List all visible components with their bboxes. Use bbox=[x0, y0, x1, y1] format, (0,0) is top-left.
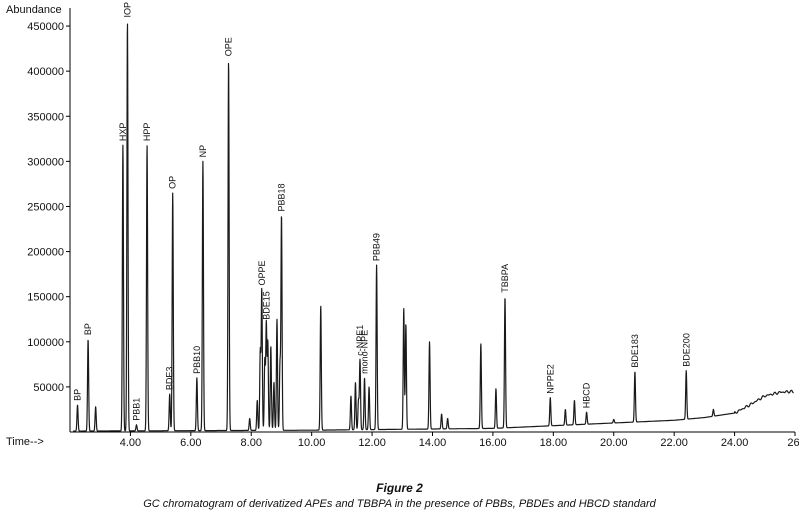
y-tick-label: 100000 bbox=[27, 337, 64, 349]
x-tick-label: 14.00 bbox=[419, 437, 447, 449]
y-tick-label: 350000 bbox=[27, 111, 64, 123]
x-tick-label: 10.00 bbox=[298, 437, 326, 449]
figure-caption-title: Figure 2 bbox=[376, 481, 423, 495]
x-tick-label: 20.00 bbox=[600, 437, 628, 449]
y-tick-label: 200000 bbox=[27, 247, 64, 259]
x-tick-label: 24.00 bbox=[721, 437, 749, 449]
peak-label: NP bbox=[198, 145, 208, 158]
y-tick-label: 300000 bbox=[27, 156, 64, 168]
peak-label: BDE200 bbox=[681, 333, 691, 367]
x-tick-label: 12.00 bbox=[358, 437, 386, 449]
peak-label: PBB10 bbox=[192, 346, 202, 374]
y-tick-label: 150000 bbox=[27, 292, 64, 304]
x-tick-label: 16.00 bbox=[479, 437, 507, 449]
peak-label: BDE15 bbox=[261, 291, 271, 320]
peak-label: c-NPE1 bbox=[355, 325, 365, 356]
peak-label: BDE183 bbox=[630, 334, 640, 368]
y-tick-label: 50000 bbox=[33, 382, 64, 394]
y-axis-ticks: 50000 100000 150000 200000 250000 300000 35000… bbox=[27, 21, 70, 394]
peak-label: HXP bbox=[118, 123, 128, 142]
peak-label: OPE bbox=[224, 37, 234, 56]
peak-label: PBB1 bbox=[132, 398, 142, 421]
figure-caption-text: GC chromatogram of derivatized APEs and … bbox=[143, 498, 656, 510]
x-tick-label: 22.00 bbox=[660, 437, 688, 449]
peak-label: HBCD bbox=[582, 382, 592, 408]
y-tick-label: 400000 bbox=[27, 66, 64, 78]
peak-label: OP bbox=[168, 176, 178, 189]
peak-label: BP bbox=[73, 389, 83, 401]
peak-label: TBBPA bbox=[500, 264, 510, 293]
y-tick-label: 450000 bbox=[27, 21, 64, 33]
chromatogram-trace bbox=[72, 23, 794, 432]
peak-label: BDE3 bbox=[165, 367, 175, 391]
x-axis-title: Time--> bbox=[6, 436, 44, 448]
x-tick-label: 6.00 bbox=[180, 437, 201, 449]
x-tick-label: 8.00 bbox=[241, 437, 262, 449]
peak-labels: BP BP HXP IOP PBB1 HPP BDE3 OP PBB10 NP OPE OPPE BDE… bbox=[73, 2, 692, 421]
peak-label: PBB18 bbox=[277, 183, 287, 211]
peak-label: BP bbox=[83, 323, 93, 335]
peak-label: IOP bbox=[122, 2, 132, 18]
x-tick-label: 18.00 bbox=[540, 437, 568, 449]
x-axis-ticks: 4.00 6.00 8.00 10.00 12.00 14.00 16.00 18.00 20.… bbox=[120, 432, 799, 449]
peak-label: HPP bbox=[142, 123, 152, 142]
peak-label: NPPE2 bbox=[545, 364, 555, 394]
x-tick-label: 26. bbox=[787, 437, 799, 449]
x-tick-label: 4.00 bbox=[120, 437, 141, 449]
axes bbox=[69, 8, 795, 433]
y-tick-label: 250000 bbox=[27, 201, 64, 213]
chromatogram-chart: Abundance Time--> 50000 100000 150000 20000… bbox=[6, 2, 799, 449]
peak-label: mono-NPE bbox=[360, 330, 370, 374]
y-axis-title: Abundance bbox=[6, 4, 62, 16]
peak-label: OPPE bbox=[257, 260, 267, 285]
peak-label: PBB49 bbox=[372, 233, 382, 261]
